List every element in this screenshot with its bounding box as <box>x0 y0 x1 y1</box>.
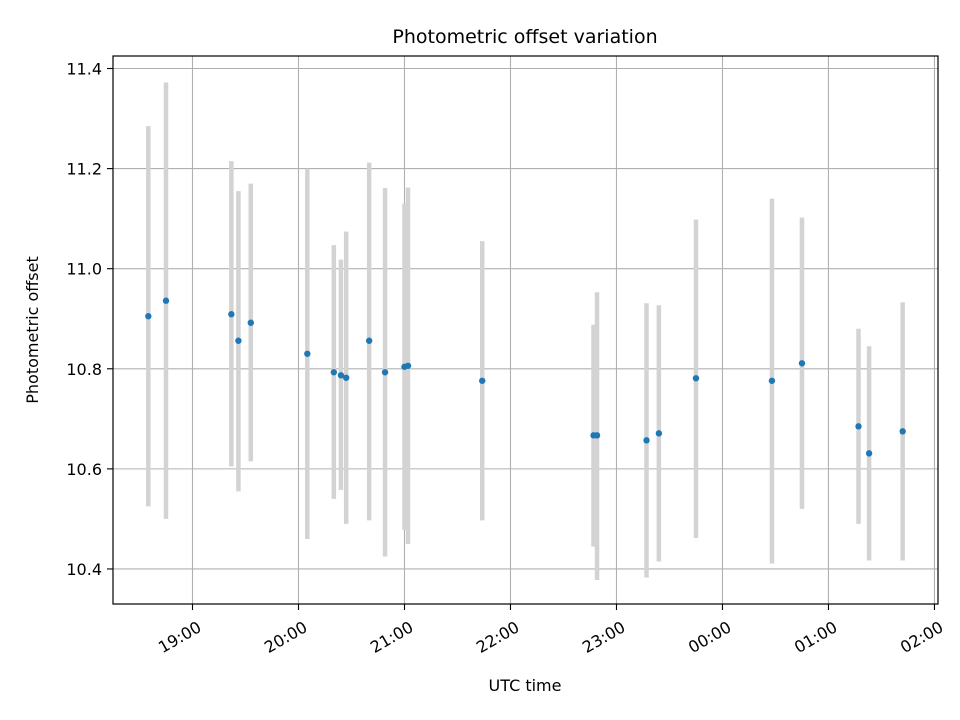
y-tick-label: 10.4 <box>66 560 102 579</box>
y-axis-ticks: 10.4 10.6 10.8 11.0 11.2 11.4 <box>66 60 113 579</box>
plot-area <box>112 55 939 605</box>
y-tick-label: 11.4 <box>66 60 102 79</box>
data-point <box>855 423 862 430</box>
data-point <box>404 362 412 369</box>
data-point <box>330 369 338 376</box>
y-tick-label: 10.6 <box>66 460 102 479</box>
axes-frame <box>112 55 939 605</box>
data-point <box>228 311 235 318</box>
y-axis-label: Photometric offset <box>23 256 42 404</box>
data-point <box>162 297 170 304</box>
data-point <box>899 428 906 435</box>
data-point <box>655 430 663 437</box>
data-point <box>593 432 601 439</box>
data-point <box>692 375 700 382</box>
y-tick-label: 11.2 <box>66 160 102 179</box>
x-axis-label: UTC time <box>489 676 562 695</box>
data-point <box>381 369 389 376</box>
data-markers <box>145 297 906 457</box>
data-point <box>145 313 152 320</box>
data-point <box>342 374 350 381</box>
y-tick-label: 11.0 <box>66 260 102 279</box>
data-point <box>643 437 650 444</box>
data-point <box>479 377 486 384</box>
grid-lines <box>113 56 938 604</box>
y-tick-label: 10.8 <box>66 360 102 379</box>
data-point <box>768 377 776 384</box>
data-point <box>247 319 254 326</box>
data-point <box>865 450 873 457</box>
data-point <box>798 360 806 367</box>
data-point <box>235 337 242 344</box>
data-point <box>337 372 345 379</box>
chart-title: Photometric offset variation <box>392 26 657 48</box>
data-point <box>304 350 311 357</box>
data-point <box>365 337 373 344</box>
